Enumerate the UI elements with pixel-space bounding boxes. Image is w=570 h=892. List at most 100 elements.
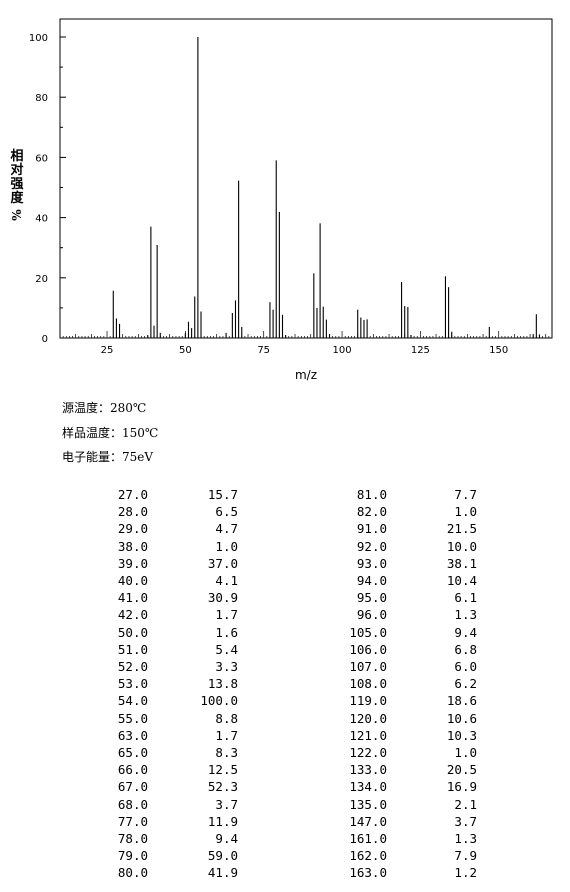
mz-value: 78.0 bbox=[117, 831, 148, 846]
intensity-value: 10.4 bbox=[446, 573, 477, 588]
table-row: 67.0 52.3 134.0 16.9 bbox=[0, 778, 570, 795]
intensity-value: 8.3 bbox=[215, 745, 238, 760]
table-row: 27.0 15.7 81.0 7.7 bbox=[0, 486, 570, 503]
intensity-value: 1.3 bbox=[454, 607, 477, 623]
x-axis-label: m/z bbox=[295, 368, 317, 382]
y-axis-label-char: 相 bbox=[10, 149, 24, 164]
plot-frame bbox=[59, 18, 553, 339]
intensity-value: 1.0 bbox=[215, 538, 238, 554]
y-axis-label-char: 强 bbox=[10, 177, 24, 192]
mz-value: 95.0 bbox=[356, 590, 387, 606]
mz-value: 163.0 bbox=[349, 865, 387, 881]
intensity-value: 7.7 bbox=[454, 487, 477, 502]
y-axis-label-char: 对 bbox=[10, 163, 24, 178]
table-row: 28.0 6.5 82.0 1.0 bbox=[0, 503, 570, 520]
intensity-value: 8.8 bbox=[215, 710, 238, 726]
intensity-value: 1.6 bbox=[215, 624, 238, 640]
table-row: 65.0 8.3 122.0 1.0 bbox=[0, 744, 570, 761]
mz-value: 92.0 bbox=[356, 538, 387, 554]
intensity-value: 13.8 bbox=[207, 676, 238, 692]
table-row: 38.0 1.0 92.0 10.0 bbox=[0, 538, 570, 555]
mz-value: 40.0 bbox=[117, 573, 148, 588]
intensity-value: 1.0 bbox=[454, 504, 477, 520]
electron-energy: 电子能量：75eV bbox=[62, 450, 154, 464]
intensity-value: 11.9 bbox=[207, 813, 238, 829]
y-tick-label: 100 bbox=[29, 33, 48, 44]
mz-value: 53.0 bbox=[117, 676, 148, 692]
mz-value: 119.0 bbox=[349, 693, 387, 709]
table-row: 53.0 13.8 108.0 6.2 bbox=[0, 675, 570, 692]
mz-value: 147.0 bbox=[349, 813, 387, 829]
spectrum-peaks bbox=[112, 37, 541, 338]
table-row: 29.0 4.7 91.0 21.5 bbox=[0, 520, 570, 537]
intensity-value: 1.0 bbox=[454, 745, 477, 760]
mz-value: 65.0 bbox=[117, 745, 148, 760]
intensity-value: 6.0 bbox=[454, 659, 477, 674]
x-tick-label: 150 bbox=[489, 345, 508, 356]
intensity-value: 10.6 bbox=[446, 710, 477, 726]
y-axis-label-text: 相对强度 bbox=[8, 150, 26, 206]
intensity-value: 20.5 bbox=[446, 762, 477, 778]
intensity-value: 3.7 bbox=[215, 796, 238, 812]
mz-value: 28.0 bbox=[117, 504, 148, 520]
y-axis-label-char: 度 bbox=[10, 191, 24, 206]
mz-value: 122.0 bbox=[349, 745, 387, 760]
mz-value: 52.0 bbox=[117, 659, 148, 674]
intensity-value: 1.7 bbox=[215, 727, 238, 743]
mz-value: 68.0 bbox=[117, 796, 148, 812]
intensity-value: 3.3 bbox=[215, 659, 238, 674]
intensity-value: 59.0 bbox=[207, 848, 238, 864]
intensity-value: 15.7 bbox=[207, 487, 238, 502]
y-tick-label: 40 bbox=[35, 214, 48, 225]
mz-value: 135.0 bbox=[349, 796, 387, 812]
mz-value: 96.0 bbox=[356, 607, 387, 623]
mz-value: 63.0 bbox=[117, 727, 148, 743]
mz-value: 67.0 bbox=[117, 779, 148, 795]
mz-value: 77.0 bbox=[117, 813, 148, 829]
intensity-value: 100.0 bbox=[200, 693, 238, 709]
intensity-value: 1.2 bbox=[454, 865, 477, 881]
intensity-value: 6.1 bbox=[454, 590, 477, 606]
intensity-value: 9.4 bbox=[454, 624, 477, 640]
x-tick-label: 50 bbox=[179, 345, 192, 356]
intensity-value: 16.9 bbox=[446, 779, 477, 795]
table-row: 41.0 30.9 95.0 6.1 bbox=[0, 589, 570, 606]
intensity-value: 21.5 bbox=[446, 521, 477, 537]
mz-value: 105.0 bbox=[349, 624, 387, 640]
table-row: 42.0 1.7 96.0 1.3 bbox=[0, 606, 570, 623]
mz-value: 51.0 bbox=[117, 641, 148, 657]
table-row: 50.0 1.6 105.0 9.4 bbox=[0, 624, 570, 641]
mz-value: 41.0 bbox=[117, 590, 148, 606]
mz-value: 162.0 bbox=[349, 848, 387, 864]
mz-value: 80.0 bbox=[117, 865, 148, 881]
table-row: 54.0 100.0 119.0 18.6 bbox=[0, 692, 570, 709]
intensity-value: 10.0 bbox=[446, 538, 477, 554]
mz-value: 38.0 bbox=[117, 538, 148, 554]
table-row: 39.0 37.0 93.0 38.1 bbox=[0, 555, 570, 572]
mz-value: 91.0 bbox=[356, 521, 387, 537]
table-row: 68.0 3.7 135.0 2.1 bbox=[0, 796, 570, 813]
x-tick-label: 125 bbox=[411, 345, 430, 356]
sample-temperature: 样品温度：150℃ bbox=[62, 425, 159, 440]
mz-value: 120.0 bbox=[349, 710, 387, 726]
acquisition-conditions: 源温度：280℃ 样品温度：150℃ 电子能量：75eV bbox=[62, 396, 158, 470]
intensity-value: 10.3 bbox=[446, 727, 477, 743]
intensity-value: 4.1 bbox=[215, 573, 238, 588]
table-row: 78.0 9.4 161.0 1.3 bbox=[0, 830, 570, 847]
intensity-value: 18.6 bbox=[446, 693, 477, 709]
mz-value: 82.0 bbox=[356, 504, 387, 520]
mz-value: 66.0 bbox=[117, 762, 148, 778]
intensity-value: 1.7 bbox=[215, 607, 238, 623]
intensity-value: 6.8 bbox=[454, 641, 477, 657]
x-tick-label: 25 bbox=[101, 345, 114, 356]
x-tick-label: 100 bbox=[332, 345, 351, 356]
table-row: 80.0 41.9 163.0 1.2 bbox=[0, 864, 570, 881]
y-axis-label: 相对强度 % bbox=[8, 150, 26, 222]
intensity-value: 30.9 bbox=[207, 590, 238, 606]
mz-value: 93.0 bbox=[356, 555, 387, 571]
mz-value: 94.0 bbox=[356, 573, 387, 588]
intensity-value: 5.4 bbox=[215, 641, 238, 657]
mz-value: 107.0 bbox=[349, 659, 387, 674]
intensity-value: 7.9 bbox=[454, 848, 477, 864]
y-tick-label: 20 bbox=[35, 274, 48, 285]
